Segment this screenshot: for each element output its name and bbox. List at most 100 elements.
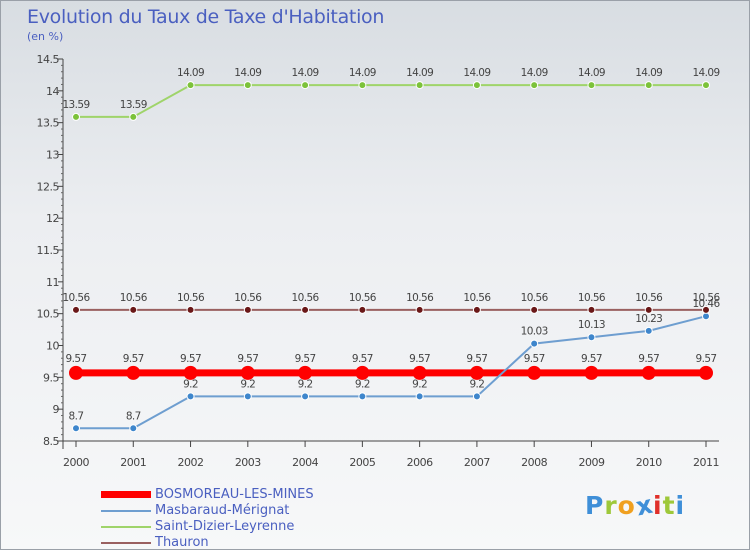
y-tick-label: 9.5 [43, 371, 59, 384]
logo-letter: r [604, 491, 618, 520]
y-tick-label: 10.5 [37, 308, 60, 321]
data-label: 10.56 [62, 292, 90, 304]
legend-swatch [101, 510, 151, 512]
data-label: 10.13 [578, 319, 605, 331]
data-label: 10.56 [349, 292, 377, 304]
data-label: 9.57 [237, 353, 258, 365]
data-label: 9.2 [183, 378, 198, 390]
logo-letter: i [675, 491, 686, 520]
data-label: 14.09 [635, 67, 662, 79]
data-point [530, 305, 539, 314]
data-label: 8.7 [126, 410, 141, 422]
logo-letter: P [585, 491, 605, 520]
data-point [415, 81, 424, 90]
series-line-1 [76, 315, 707, 430]
data-point [472, 81, 481, 90]
proxiti-logo: Proxiti [585, 490, 686, 522]
data-point [243, 81, 252, 90]
data-label: 9.2 [412, 378, 427, 390]
data-label: 10.56 [692, 292, 720, 304]
data-label: 14.09 [406, 67, 433, 79]
data-point [72, 112, 80, 121]
data-point [186, 392, 195, 401]
y-tick-label: 12 [46, 212, 59, 225]
data-label: 14.09 [234, 67, 261, 79]
data-label: 10.56 [120, 292, 148, 304]
data-label: 14.09 [578, 67, 605, 79]
x-tick-label: 2011 [693, 456, 719, 469]
data-point [699, 365, 713, 380]
data-point [584, 365, 599, 380]
data-point [243, 392, 252, 401]
y-tick-label: 14.5 [37, 53, 60, 66]
logo-letter: t [662, 491, 676, 520]
data-label: 10.23 [635, 313, 662, 325]
data-point [129, 424, 138, 433]
data-label: 9.2 [298, 378, 313, 390]
y-tick-label: 11.5 [37, 244, 60, 257]
data-point [412, 365, 427, 380]
data-point [355, 365, 370, 380]
data-point [243, 305, 252, 314]
data-label: 9.57 [638, 353, 659, 365]
data-point [472, 305, 481, 314]
data-point [472, 392, 481, 401]
data-label: 10.56 [292, 292, 320, 304]
data-point [126, 365, 141, 380]
data-point [587, 333, 596, 342]
x-tick-label: 2005 [349, 456, 375, 469]
data-label: 13.59 [120, 99, 147, 111]
y-tick-label: 14 [46, 85, 59, 98]
data-point [530, 81, 539, 90]
data-point [358, 81, 367, 90]
logo-letter: o [617, 491, 636, 520]
x-tick-label: 2009 [578, 456, 604, 469]
data-point [415, 305, 424, 314]
data-label: 9.57 [66, 353, 87, 365]
legend-label: BOSMOREAU-LES-MINES [155, 487, 314, 502]
data-point [129, 305, 138, 314]
data-label: 10.56 [406, 292, 434, 304]
data-point [644, 81, 653, 90]
legend-swatch [101, 526, 151, 528]
data-label: 14.09 [292, 67, 319, 79]
data-point [186, 81, 195, 90]
data-label: 8.7 [69, 410, 84, 422]
legend-swatch [101, 491, 151, 498]
data-label: 10.56 [234, 292, 262, 304]
y-tick-label: 11 [46, 276, 59, 289]
data-point [702, 305, 710, 314]
data-label: 9.2 [355, 378, 370, 390]
x-tick-label: 2006 [407, 456, 433, 469]
data-point [641, 365, 656, 380]
x-tick-label: 2008 [521, 456, 547, 469]
unit-label: (en %) [27, 30, 64, 43]
data-label: 10.46 [692, 298, 720, 310]
data-label: 9.57 [180, 353, 201, 365]
data-label: 10.56 [177, 292, 205, 304]
x-tick-label: 2010 [636, 456, 662, 469]
data-point [183, 365, 198, 380]
data-label: 9.57 [696, 353, 717, 365]
legend-swatch [101, 542, 151, 544]
y-tick-label: 13 [46, 149, 59, 162]
x-tick-label: 2004 [292, 456, 318, 469]
data-label: 10.56 [521, 292, 549, 304]
data-point [358, 392, 367, 401]
data-point [702, 81, 710, 90]
series-line-2 [76, 84, 706, 118]
y-tick-label: 9 [53, 403, 60, 416]
data-label: 9.57 [409, 353, 430, 365]
data-label: 9.2 [240, 378, 255, 390]
data-point [69, 365, 83, 380]
data-point [644, 305, 653, 314]
data-point [358, 305, 367, 314]
data-label: 14.09 [692, 67, 719, 79]
x-tick-label: 2000 [63, 456, 89, 469]
data-point [301, 305, 310, 314]
data-label: 9.57 [352, 353, 373, 365]
data-label: 9.2 [469, 378, 484, 390]
x-tick-label: 2003 [235, 456, 261, 469]
legend-label: Masbaraud-Mérignat [155, 503, 290, 518]
